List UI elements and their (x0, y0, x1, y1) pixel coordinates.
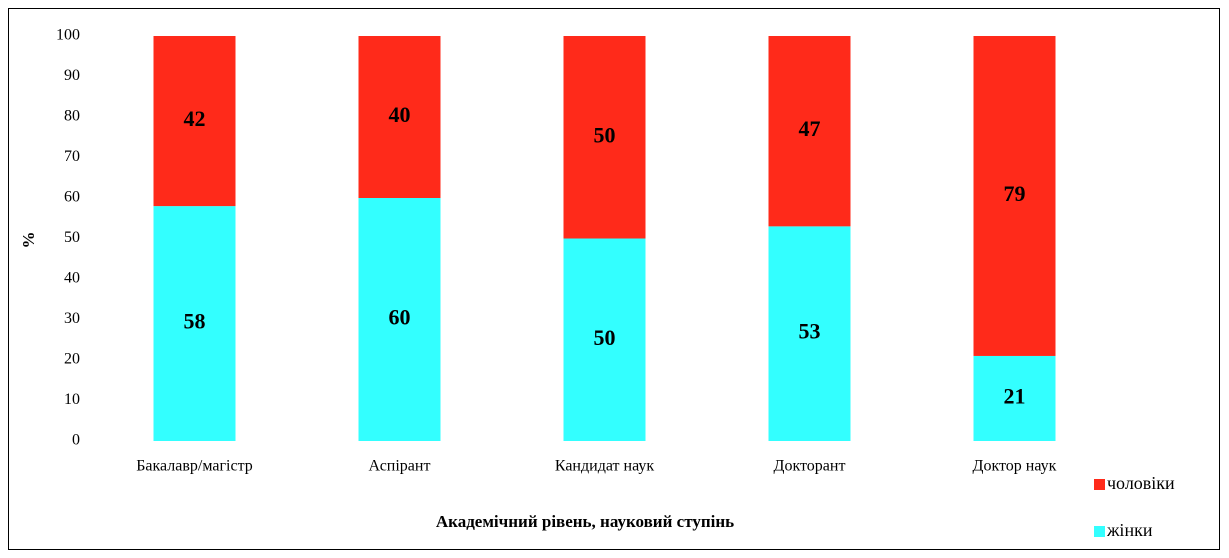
value-label: 79 (1004, 181, 1026, 206)
y-tick-label: 70 (64, 148, 80, 165)
value-label: 47 (799, 116, 821, 141)
bar (358, 36, 441, 198)
y-tick-label: 0 (72, 432, 80, 449)
value-label: 40 (389, 102, 411, 127)
x-tick-label: Доктор наук (973, 458, 1057, 475)
y-axis-label: % (19, 232, 38, 249)
legend-swatch (1094, 479, 1105, 490)
y-tick-label: 100 (56, 27, 80, 44)
legend-label: чоловіки (1107, 473, 1175, 493)
value-label: 60 (389, 305, 411, 330)
bar (768, 36, 851, 227)
bar (973, 36, 1056, 356)
legend-swatch (1094, 526, 1105, 537)
x-tick-label: Аспірант (369, 458, 431, 475)
x-tick-label: Кандидат наук (555, 458, 655, 475)
x-tick-label: Бакалавр/магістр (136, 458, 253, 475)
y-tick-label: 20 (64, 351, 80, 368)
y-tick-label: 50 (64, 229, 80, 246)
value-label: 53 (799, 319, 821, 344)
bar (153, 36, 236, 207)
value-label: 42 (184, 106, 206, 131)
y-tick-label: 80 (64, 108, 80, 125)
value-label: 50 (594, 325, 616, 350)
bar (358, 198, 441, 441)
x-tick-label: Докторант (774, 458, 846, 475)
y-tick-label: 30 (64, 310, 80, 327)
bar (768, 226, 851, 441)
value-label: 21 (1004, 384, 1026, 409)
legend-label: жінки (1106, 520, 1153, 540)
bar (153, 206, 236, 441)
bar (563, 238, 646, 441)
y-tick-label: 40 (64, 270, 80, 287)
value-label: 50 (594, 122, 616, 147)
value-label: 58 (184, 309, 206, 334)
bar (973, 355, 1056, 441)
y-tick-label: 10 (64, 391, 80, 408)
x-axis-label: Академічний рівень, науковий ступінь (436, 512, 734, 531)
y-tick-label: 60 (64, 189, 80, 206)
y-tick-label: 90 (64, 67, 80, 84)
bar (563, 36, 646, 239)
